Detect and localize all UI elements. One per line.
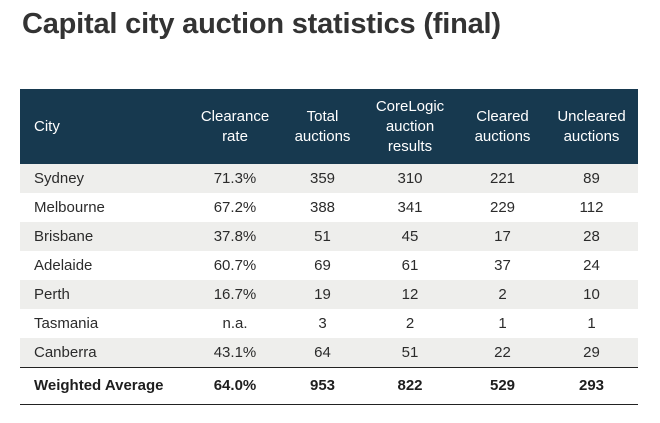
cell-uncleared-auctions: 89 <box>583 170 600 187</box>
total-clearance-rate: 64.0% <box>213 377 257 394</box>
cell-uncleared-auctions: 112 <box>579 199 604 216</box>
cell-total-auctions: 388 <box>309 199 336 216</box>
table-row: Adelaide 60.7% 69 61 37 24 <box>20 251 638 280</box>
cell-total-auctions: 51 <box>314 228 331 245</box>
cell-total-auctions: 3 <box>318 315 327 332</box>
header-city: City <box>34 117 60 135</box>
cell-uncleared-auctions: 10 <box>583 286 600 303</box>
table-header-row: City Clearance rate Total auctions CoreLog… <box>20 89 638 164</box>
table-row: Perth 16.7% 19 12 2 10 <box>20 280 638 309</box>
cell-city: Canberra <box>34 343 97 361</box>
cell-total-auctions: 19 <box>314 286 331 303</box>
cell-cleared-auctions: 2 <box>498 286 507 303</box>
cell-clearance-rate: 37.8% <box>213 228 257 245</box>
cell-city: Sydney <box>34 170 85 187</box>
cell-corelogic-results: 2 <box>405 315 415 332</box>
cell-cleared-auctions: 17 <box>494 228 511 245</box>
cell-total-auctions: 359 <box>309 170 336 187</box>
cell-clearance-rate: n.a. <box>222 315 248 332</box>
cell-cleared-auctions: 22 <box>494 343 511 361</box>
total-label: Weighted Average <box>34 377 164 394</box>
cell-uncleared-auctions: 29 <box>583 343 600 361</box>
cell-total-auctions: 64 <box>314 343 331 361</box>
header-uncleared-auctions: Uncleared auctions <box>557 107 626 145</box>
table-row: Sydney 71.3% 359 310 221 89 <box>20 164 638 193</box>
auction-stats-table: City Clearance rate Total auctions CoreLog… <box>20 89 638 405</box>
cell-uncleared-auctions: 1 <box>587 315 596 332</box>
header-clearance-rate: Clearance rate <box>200 107 270 145</box>
header-total-auctions: Total auctions <box>294 107 351 145</box>
cell-corelogic-results: 310 <box>397 170 423 187</box>
cell-city: Adelaide <box>34 257 93 274</box>
header-corelogic-results: CoreLogic auction results <box>375 97 445 155</box>
cell-cleared-auctions: 1 <box>498 315 507 332</box>
total-uncleared-auctions: 293 <box>578 377 605 394</box>
table-row: Canberra 43.1% 64 51 22 29 <box>20 338 638 367</box>
cell-corelogic-results: 61 <box>401 257 419 274</box>
total-auctions: 953 <box>309 377 336 394</box>
cell-clearance-rate: 16.7% <box>213 286 257 303</box>
cell-clearance-rate: 60.7% <box>213 257 257 274</box>
cell-uncleared-auctions: 28 <box>583 228 600 245</box>
cell-clearance-rate: 43.1% <box>213 343 257 361</box>
cell-city: Melbourne <box>34 199 105 216</box>
cell-cleared-auctions: 229 <box>489 199 516 216</box>
cell-corelogic-results: 45 <box>401 228 419 245</box>
table-row: Tasmania n.a. 3 2 1 1 <box>20 309 638 338</box>
cell-city: Perth <box>34 286 70 303</box>
total-corelogic-results: 822 <box>397 377 423 394</box>
cell-clearance-rate: 71.3% <box>213 170 257 187</box>
cell-corelogic-results: 12 <box>401 286 419 303</box>
table-row: Melbourne 67.2% 388 341 229 112 <box>20 193 638 222</box>
table-row: Brisbane 37.8% 51 45 17 28 <box>20 222 638 251</box>
cell-city: Tasmania <box>34 315 99 332</box>
cell-uncleared-auctions: 24 <box>583 257 600 274</box>
total-row: Weighted Average 64.0% 953 822 529 293 <box>20 367 638 404</box>
cell-corelogic-results: 341 <box>397 199 423 216</box>
cell-clearance-rate: 67.2% <box>213 199 257 216</box>
header-cleared-auctions: Cleared auctions <box>474 107 531 145</box>
cell-city: Brisbane <box>34 228 94 245</box>
cell-cleared-auctions: 37 <box>494 257 511 274</box>
cell-corelogic-results: 51 <box>401 343 419 361</box>
cell-cleared-auctions: 221 <box>489 170 516 187</box>
cell-total-auctions: 69 <box>314 257 331 274</box>
page-title: Capital city auction statistics (final) <box>22 8 501 40</box>
total-cleared-auctions: 529 <box>489 377 516 394</box>
